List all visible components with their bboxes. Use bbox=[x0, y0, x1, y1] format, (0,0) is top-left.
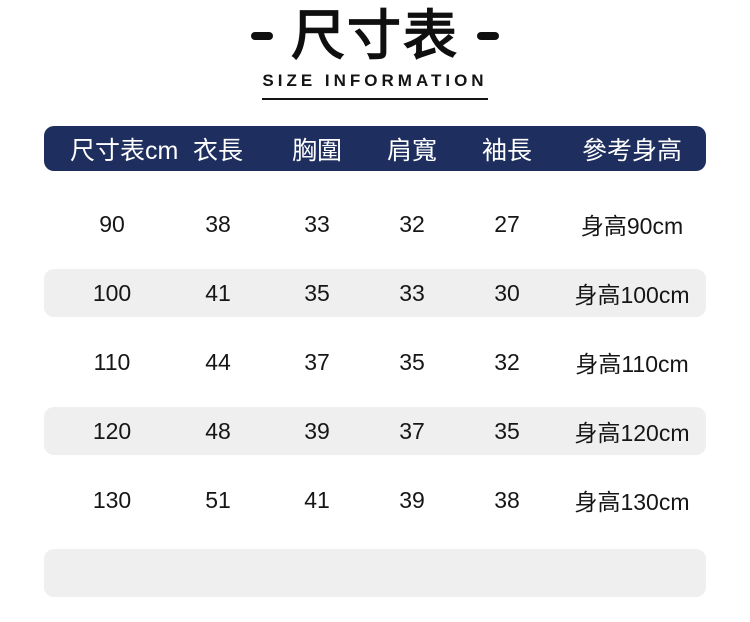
page-title-row: 尺寸表 bbox=[0, 6, 750, 66]
table-row: 120 48 39 37 35 身高120cm bbox=[44, 407, 706, 455]
cell-shoulder: 39 bbox=[399, 486, 425, 513]
cell-length: 41 bbox=[205, 279, 231, 306]
cell-length: 38 bbox=[205, 210, 231, 237]
column-header-length: 衣長 bbox=[192, 136, 243, 165]
column-header-shoulder: 肩寬 bbox=[386, 136, 437, 165]
cell-shoulder: 32 bbox=[399, 210, 425, 237]
title-dash-right-icon bbox=[477, 32, 499, 40]
cell-ref-height: 身高90cm bbox=[580, 213, 684, 239]
cell-size: 130 bbox=[92, 486, 132, 513]
cell-bust: 41 bbox=[304, 486, 330, 513]
cell-size: 120 bbox=[92, 417, 132, 444]
page-subtitle: SIZE INFORMATION bbox=[262, 71, 488, 100]
cell-sleeve: 38 bbox=[494, 486, 520, 513]
cell-shoulder: 33 bbox=[399, 279, 425, 306]
cell-sleeve: 32 bbox=[494, 348, 520, 375]
column-header-bust: 胸圍 bbox=[291, 136, 342, 165]
table-row: 100 41 35 33 30 身高100cm bbox=[44, 269, 706, 317]
cell-sleeve: 30 bbox=[494, 279, 520, 306]
table-row: 110 44 37 35 32 身高110cm bbox=[44, 338, 706, 386]
cell-bust: 33 bbox=[304, 210, 330, 237]
cell-bust: 35 bbox=[304, 279, 330, 306]
cell-bust: 39 bbox=[304, 417, 330, 444]
title-block: 尺寸表 SIZE INFORMATION bbox=[0, 0, 750, 100]
cell-shoulder: 35 bbox=[399, 348, 425, 375]
title-dash-left-icon bbox=[251, 32, 273, 40]
size-table: 尺寸表cm 衣長 胸圍 肩寬 袖長 參考身高 90 38 33 32 27 身高… bbox=[44, 126, 706, 597]
cell-length: 51 bbox=[205, 486, 231, 513]
cell-length: 48 bbox=[205, 417, 231, 444]
table-header-row: 尺寸表cm 衣長 胸圍 肩寬 袖長 參考身高 bbox=[44, 126, 706, 171]
cell-length: 44 bbox=[205, 348, 231, 375]
cell-ref-height: 身高110cm bbox=[575, 351, 689, 377]
cell-size: 90 bbox=[99, 210, 125, 237]
cell-ref-height: 身高130cm bbox=[574, 489, 690, 515]
bottom-section-bar bbox=[44, 549, 706, 597]
cell-shoulder: 37 bbox=[399, 417, 425, 444]
cell-bust: 37 bbox=[304, 348, 330, 375]
column-header-sleeve: 袖長 bbox=[481, 136, 532, 165]
cell-sleeve: 35 bbox=[494, 417, 520, 444]
page-title: 尺寸表 bbox=[291, 6, 459, 66]
cell-ref-height: 身高120cm bbox=[574, 420, 690, 446]
table-row: 130 51 41 39 38 身高130cm bbox=[44, 476, 706, 524]
subtitle-row: SIZE INFORMATION bbox=[0, 71, 750, 100]
cell-size: 110 bbox=[93, 348, 131, 375]
cell-sleeve: 27 bbox=[494, 210, 520, 237]
column-header-ref-height: 參考身高 bbox=[581, 136, 682, 165]
column-header-size: 尺寸表cm bbox=[70, 136, 179, 165]
cell-size: 100 bbox=[92, 279, 132, 306]
table-row: 90 38 33 32 27 身高90cm bbox=[44, 200, 706, 248]
cell-ref-height: 身高100cm bbox=[574, 282, 690, 308]
